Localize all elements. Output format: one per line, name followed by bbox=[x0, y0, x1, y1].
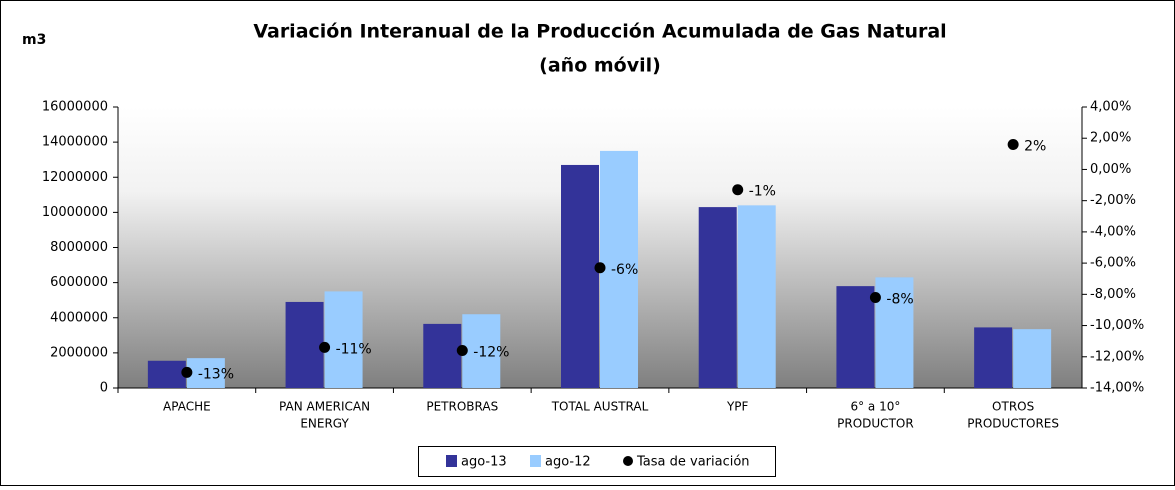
y2-tick-label: 4,00% bbox=[1090, 100, 1131, 115]
x-tick-label: PRODUCTOR bbox=[837, 417, 914, 431]
y2-tick-label: 2,00% bbox=[1090, 131, 1131, 146]
data-label: 2% bbox=[1024, 138, 1046, 154]
bar bbox=[600, 150, 638, 388]
data-label: -12% bbox=[473, 345, 509, 361]
legend-swatch bbox=[446, 455, 457, 467]
legend-box bbox=[418, 446, 776, 477]
bar bbox=[561, 164, 599, 388]
y-tick-label: 4000000 bbox=[50, 310, 108, 325]
y2-tick-label: -14,00% bbox=[1090, 381, 1144, 396]
x-tick-label: PAN AMERICAN bbox=[279, 400, 370, 414]
x-tick-label: OTROS bbox=[992, 400, 1034, 414]
bar bbox=[285, 301, 324, 388]
data-label: -1% bbox=[749, 184, 776, 200]
data-label: -13% bbox=[198, 366, 234, 382]
rate-point bbox=[181, 366, 193, 378]
y2-tick-label: -2,00% bbox=[1090, 193, 1136, 208]
x-tick-label: ENERGY bbox=[300, 417, 349, 431]
rate-point bbox=[1007, 138, 1019, 150]
legend-swatch bbox=[623, 456, 633, 466]
bar bbox=[875, 277, 914, 388]
x-tick-label: PETROBRAS bbox=[426, 400, 498, 414]
rate-point bbox=[594, 262, 606, 274]
chart-title: (año móvil) bbox=[539, 55, 661, 77]
y2-tick-label: -10,00% bbox=[1090, 318, 1144, 333]
y-tick-label: 16000000 bbox=[42, 100, 108, 115]
rate-point bbox=[869, 291, 881, 303]
bar bbox=[836, 286, 875, 388]
legend-label: ago-13 bbox=[461, 455, 507, 470]
y-tick-label: 10000000 bbox=[42, 205, 108, 220]
chart-title: Variación Interanual de la Producción Ac… bbox=[253, 21, 946, 43]
bar bbox=[462, 314, 501, 388]
data-label: -8% bbox=[886, 291, 913, 307]
x-tick-label: APACHE bbox=[163, 400, 211, 414]
x-tick-label: PRODUCTORES bbox=[967, 417, 1059, 431]
y-tick-label: 12000000 bbox=[42, 170, 108, 185]
bar bbox=[147, 360, 186, 388]
y-axis-label: m3 bbox=[22, 32, 46, 48]
legend-label: ago-12 bbox=[545, 455, 591, 470]
rate-point bbox=[319, 341, 331, 353]
bar bbox=[1013, 329, 1052, 388]
y-tick-label: 6000000 bbox=[50, 275, 108, 290]
x-tick-label: 6° a 10° bbox=[850, 400, 900, 414]
y2-tick-label: -6,00% bbox=[1090, 256, 1136, 271]
bar bbox=[324, 291, 363, 388]
x-tick-label: YPF bbox=[726, 400, 749, 414]
y2-tick-label: -12,00% bbox=[1090, 349, 1144, 364]
bar bbox=[698, 207, 737, 388]
y2-tick-label: -8,00% bbox=[1090, 287, 1136, 302]
x-tick-label: TOTAL AUSTRAL bbox=[551, 400, 649, 414]
bar bbox=[423, 323, 462, 388]
y-tick-label: 2000000 bbox=[50, 345, 108, 360]
bar bbox=[186, 358, 225, 388]
data-label: -6% bbox=[611, 262, 638, 278]
legend-swatch bbox=[530, 455, 541, 467]
rate-point bbox=[456, 345, 468, 357]
bar bbox=[737, 205, 776, 388]
y-tick-label: 0 bbox=[100, 381, 108, 396]
y-tick-label: 14000000 bbox=[42, 135, 108, 150]
rate-point bbox=[732, 184, 744, 196]
legend-label: Tasa de variación bbox=[636, 455, 750, 470]
bar bbox=[974, 327, 1013, 388]
y2-tick-label: -4,00% bbox=[1090, 224, 1136, 239]
y-tick-label: 8000000 bbox=[50, 240, 108, 255]
data-label: -11% bbox=[336, 341, 372, 357]
y2-tick-label: 0,00% bbox=[1090, 162, 1131, 177]
